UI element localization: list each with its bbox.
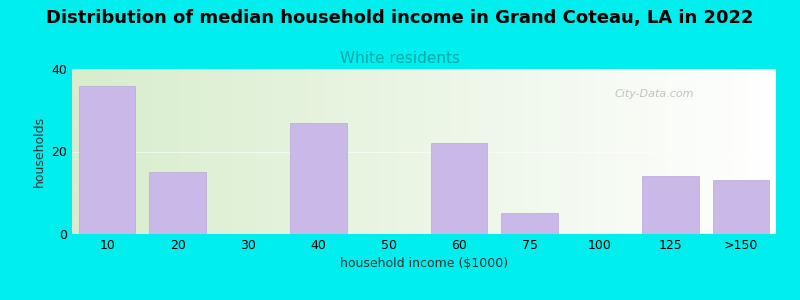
Bar [290, 123, 346, 234]
Y-axis label: households: households [33, 116, 46, 187]
X-axis label: household income ($1000): household income ($1000) [340, 257, 508, 270]
Text: City-Data.com: City-Data.com [614, 89, 694, 99]
Bar [502, 213, 558, 234]
Bar [79, 85, 135, 234]
Text: Distribution of median household income in Grand Coteau, LA in 2022: Distribution of median household income … [46, 9, 754, 27]
Bar [431, 143, 487, 234]
Text: White residents: White residents [340, 51, 460, 66]
Bar [642, 176, 698, 234]
Bar [150, 172, 206, 234]
Bar [713, 180, 769, 234]
